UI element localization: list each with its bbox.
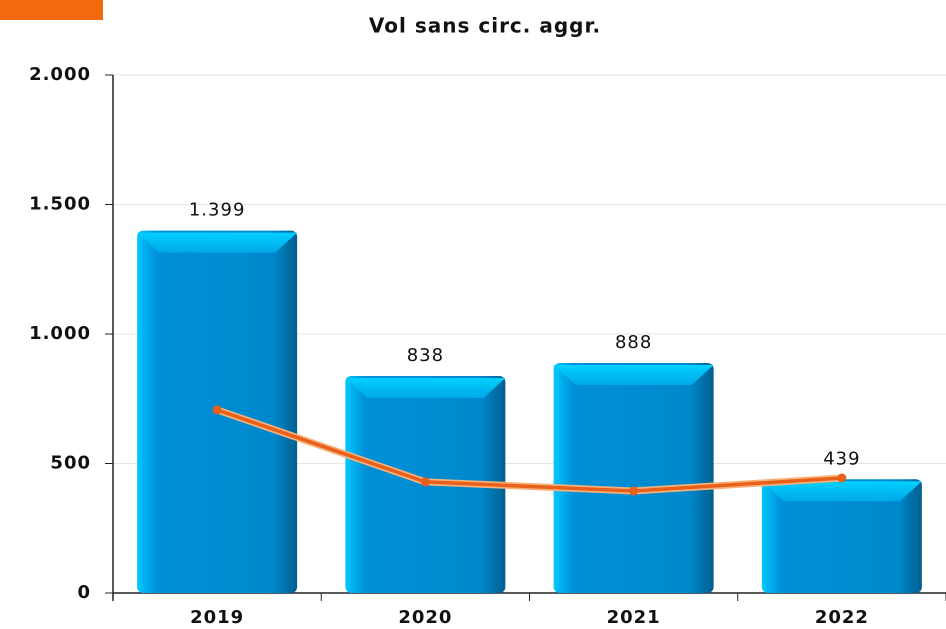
chart-title: Vol sans circ. aggr.: [369, 14, 601, 38]
line-point: [212, 405, 222, 415]
bar-bevel: [553, 365, 714, 386]
value-label: 1.399: [189, 200, 246, 221]
x-tick-label: 2019: [190, 607, 244, 628]
bar: [761, 479, 922, 593]
value-label: 439: [823, 448, 860, 469]
y-tick-label: 500: [50, 453, 91, 474]
y-tick-label: 1.000: [29, 323, 91, 344]
x-tick-label: 2021: [607, 607, 661, 628]
bar-bevel: [137, 232, 298, 253]
y-tick-label: 1.500: [29, 194, 91, 215]
x-tick-label: 2022: [815, 607, 869, 628]
line: [216, 408, 842, 493]
y-tick-label: 2.000: [29, 64, 91, 85]
value-label: 888: [615, 332, 652, 353]
bar-bevel: [345, 377, 506, 398]
line-shadow: [215, 406, 843, 495]
line-point: [420, 477, 430, 487]
y-tick-label: 0: [77, 582, 91, 603]
value-label: 838: [407, 345, 444, 366]
x-tick-label: 2020: [398, 607, 452, 628]
line-point: [629, 486, 639, 496]
bar-bevel: [761, 481, 922, 502]
bar: [553, 363, 714, 593]
line-point: [837, 473, 847, 483]
logo-block: [0, 0, 103, 20]
